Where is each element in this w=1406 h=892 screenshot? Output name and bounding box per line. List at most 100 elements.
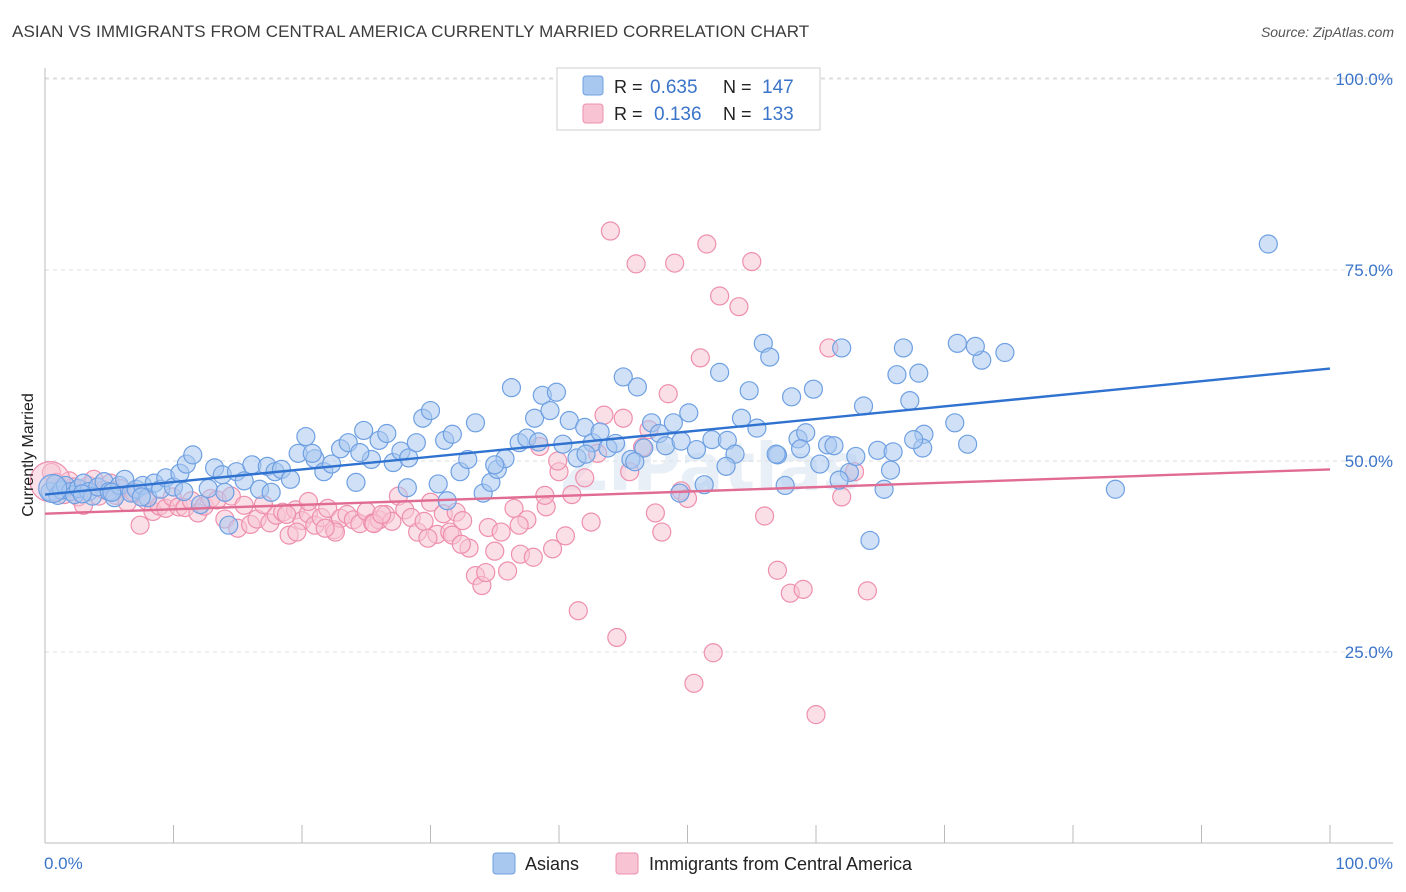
point-asians — [1258, 234, 1278, 254]
y-tick-label-50: 50.0% — [1345, 452, 1393, 471]
point-central-america — [600, 221, 621, 241]
point-asians — [739, 381, 759, 401]
point-central-america — [697, 234, 717, 254]
point-central-america — [729, 297, 749, 317]
point-central-america — [754, 506, 775, 526]
point-central-america — [276, 504, 297, 525]
legend-label-asians: Asians — [525, 854, 579, 874]
chart-title: ASIAN VS IMMIGRANTS FROM CENTRAL AMERICA… — [12, 22, 810, 41]
point-asians — [694, 475, 714, 495]
point-asians — [760, 347, 780, 367]
point-central-america — [581, 512, 601, 532]
point-central-america — [485, 541, 505, 561]
point-central-america — [575, 468, 595, 488]
point-central-america — [509, 515, 529, 535]
point-central-america — [665, 253, 685, 273]
point-asians — [540, 400, 560, 421]
x-tick-label-left: 0.0% — [44, 854, 83, 873]
point-asians — [302, 443, 322, 463]
x-tick-labels: 0.0% 100.0% — [44, 854, 1393, 873]
x-tick-label-right: 100.0% — [1335, 854, 1393, 873]
point-asians — [198, 478, 218, 499]
point-asians — [72, 484, 92, 504]
point-central-america — [130, 515, 150, 535]
point-asians — [1105, 479, 1126, 499]
stats-n-label-asians: N = — [723, 77, 752, 97]
y-axis-title: Currently Married — [20, 393, 37, 517]
point-asians — [174, 481, 194, 502]
point-asians — [183, 445, 203, 465]
point-asians — [501, 378, 522, 398]
point-asians — [965, 336, 985, 356]
point-asians — [190, 494, 211, 515]
point-central-america — [234, 495, 254, 515]
point-asians — [215, 482, 235, 502]
point-asians — [766, 444, 786, 464]
series-asians-points — [38, 234, 1278, 551]
point-asians — [627, 377, 647, 397]
point-central-america — [742, 251, 762, 272]
point-central-america — [418, 528, 438, 548]
stats-n-value-asians: 147 — [762, 77, 794, 98]
point-asians — [528, 432, 549, 452]
point-central-america — [315, 518, 335, 538]
y-tick-labels: 25.0% 50.0% 75.0% 100.0% — [1335, 70, 1393, 662]
point-central-america — [652, 522, 672, 542]
point-asians — [686, 439, 707, 460]
point-central-america — [607, 627, 627, 648]
point-asians — [590, 422, 610, 442]
point-central-america — [287, 522, 307, 542]
legend-label-central-america: Immigrants from Central America — [649, 854, 913, 874]
legend-swatch-asians — [492, 852, 516, 875]
source-credit: Source: ZipAtlas.com — [1260, 24, 1394, 40]
point-central-america — [523, 547, 543, 567]
point-central-america — [298, 491, 319, 512]
trend-line-central-america — [44, 468, 1331, 515]
point-central-america — [453, 510, 473, 531]
point-asians — [909, 363, 929, 383]
point-asians — [958, 434, 978, 454]
point-asians — [945, 413, 965, 433]
point-central-america — [645, 503, 665, 523]
point-central-america — [767, 560, 788, 580]
point-central-america — [806, 705, 826, 725]
point-central-america — [658, 384, 678, 404]
point-asians — [354, 420, 374, 441]
point-central-america — [542, 539, 563, 559]
point-asians — [420, 400, 441, 421]
point-asians — [880, 460, 901, 480]
point-asians — [406, 433, 426, 453]
point-asians — [346, 472, 366, 492]
point-asians — [883, 442, 903, 462]
point-asians — [947, 333, 967, 353]
point-asians — [576, 444, 596, 464]
point-central-america — [372, 504, 392, 525]
trend-lines — [44, 367, 1331, 515]
point-asians — [634, 438, 654, 458]
point-asians — [219, 515, 239, 535]
stats-r-value-asians: 0.635 — [650, 77, 698, 98]
point-asians — [803, 379, 824, 399]
stats-r-value-central-america: 0.136 — [654, 104, 702, 125]
point-asians — [829, 470, 849, 490]
stats-legend-swatch-central-america — [582, 103, 604, 124]
point-asians — [775, 475, 795, 496]
point-central-america — [703, 643, 723, 663]
point-asians — [710, 362, 730, 382]
point-asians — [781, 387, 802, 407]
point-asians — [350, 442, 370, 463]
point-asians — [296, 426, 316, 447]
point-asians — [613, 367, 633, 387]
point-asians — [102, 482, 122, 502]
point-asians — [832, 338, 852, 358]
bottom-legend: Asians Immigrants from Central America — [492, 852, 913, 875]
point-asians — [485, 455, 505, 475]
trend-line-asians — [44, 367, 1331, 496]
point-asians — [442, 424, 462, 444]
point-asians-cluster — [38, 473, 68, 504]
point-asians — [790, 439, 811, 459]
point-central-america — [451, 534, 471, 554]
point-asians — [397, 478, 417, 498]
point-central-america — [832, 487, 852, 507]
